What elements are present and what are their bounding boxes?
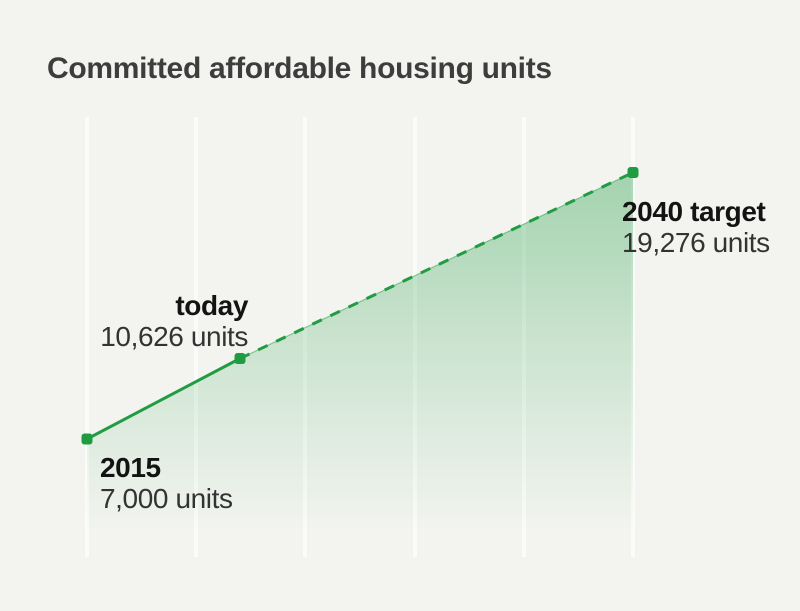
chart-title: Committed affordable housing units <box>47 52 552 85</box>
data-point-2040-target <box>627 167 639 178</box>
data-point-2015 <box>81 433 93 445</box>
trend-line-solid <box>86 357 241 441</box>
annotation-2015: 2015 7,000 units <box>100 452 233 514</box>
annotation-2040-target-label: 2040 target <box>622 196 766 227</box>
data-point-today <box>234 353 246 364</box>
annotation-2040-target: 2040 target 19,276 units <box>622 196 770 258</box>
annotation-2040-target-value: 19,276 units <box>622 227 770 258</box>
annotation-today-label: today <box>175 290 248 321</box>
annotation-today: today 10,626 units <box>100 290 248 352</box>
annotation-2015-label: 2015 <box>100 452 161 483</box>
trend-area-fill <box>87 172 633 557</box>
annotation-2015-value: 7,000 units <box>100 483 233 514</box>
trend-line-dashed <box>239 171 634 360</box>
annotation-today-value: 10,626 units <box>100 321 248 352</box>
